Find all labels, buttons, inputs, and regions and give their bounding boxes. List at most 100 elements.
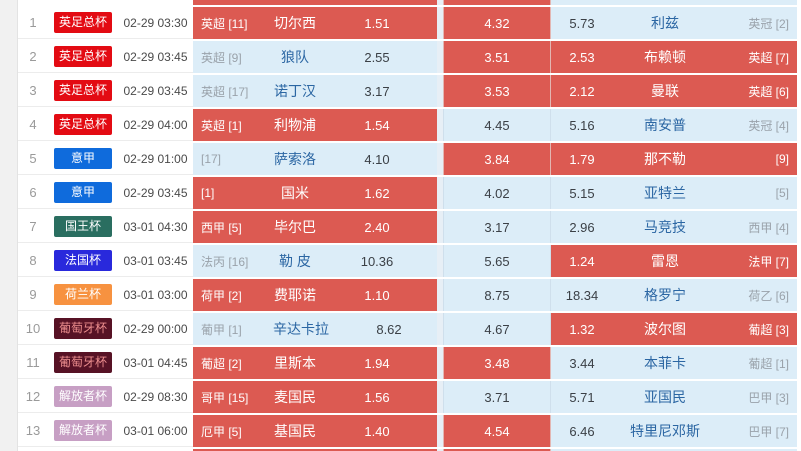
away-win-odds[interactable]: 5.16 — [569, 117, 595, 133]
away-team-name[interactable]: 亚特兰 — [644, 185, 686, 201]
away-win-odds[interactable]: 1.79 — [569, 151, 595, 167]
home-odds-cell[interactable]: 葡甲 [1] 辛达卡拉 8.62 — [193, 313, 437, 345]
home-win-odds[interactable]: 2.55 — [364, 49, 390, 65]
away-team-name[interactable]: 利兹 — [651, 15, 679, 31]
home-win-odds[interactable]: 1.56 — [364, 389, 390, 405]
league-badge[interactable]: 葡萄牙杯 — [54, 318, 112, 339]
home-win-odds[interactable]: 8.62 — [376, 321, 402, 337]
home-win-odds[interactable]: 1.10 — [364, 287, 390, 303]
home-odds-cell[interactable]: 英超 [11] 切尔西 1.51 — [193, 7, 437, 39]
home-odds-cell[interactable]: 英超 [9] 狼队 2.55 — [193, 41, 437, 73]
home-odds-cell[interactable] — [193, 0, 437, 5]
home-team-name[interactable]: 国米 — [281, 185, 309, 201]
away-win-odds[interactable]: 5.71 — [569, 389, 595, 405]
home-team-name[interactable]: 基国民 — [274, 423, 316, 439]
away-win-odds[interactable]: 1.32 — [569, 321, 595, 337]
draw-odds-cell[interactable]: 3.71 — [443, 381, 551, 413]
home-team-name[interactable]: 萨索洛 — [274, 151, 316, 167]
home-team-name[interactable]: 诺丁汉 — [274, 83, 316, 99]
home-odds-cell[interactable]: [1] 国米 1.62 — [193, 177, 437, 209]
home-win-odds[interactable]: 1.54 — [364, 117, 390, 133]
home-odds-cell[interactable]: 荷甲 [2] 费耶诺 1.10 — [193, 279, 437, 311]
away-win-odds[interactable]: 6.46 — [569, 423, 595, 439]
draw-odds[interactable]: 3.84 — [484, 151, 510, 167]
away-odds-cell[interactable]: 6.46 特里尼邓斯 巴甲 [7] — [551, 415, 797, 447]
league-badge[interactable]: 解放者杯 — [54, 386, 112, 407]
home-odds-cell[interactable]: 英超 [1] 利物浦 1.54 — [193, 109, 437, 141]
league-badge[interactable]: 解放者杯 — [54, 420, 112, 441]
league-badge[interactable]: 国王杯 — [54, 216, 112, 237]
home-odds-cell[interactable]: [17] 萨索洛 4.10 — [193, 143, 437, 175]
away-odds-cell[interactable] — [551, 449, 797, 451]
league-badge[interactable]: 英足总杯 — [54, 80, 112, 101]
draw-odds-cell[interactable]: 5.65 — [443, 245, 551, 277]
draw-odds[interactable]: 3.53 — [484, 83, 510, 99]
away-odds-cell[interactable]: 2.53 布赖顿 英超 [7] — [551, 41, 797, 73]
draw-odds-cell[interactable] — [443, 449, 551, 451]
draw-odds[interactable]: 4.32 — [484, 15, 510, 31]
away-odds-cell[interactable]: 5.15 亚特兰 [5] — [551, 177, 797, 209]
draw-odds[interactable]: 3.48 — [484, 355, 510, 371]
away-win-odds[interactable]: 5.73 — [569, 15, 595, 31]
draw-odds-cell[interactable]: 3.53 — [443, 75, 551, 107]
away-odds-cell[interactable]: 1.24 雷恩 法甲 [7] — [551, 245, 797, 277]
home-odds-cell[interactable]: 葡超 [2] 里斯本 1.94 — [193, 347, 437, 379]
draw-odds-cell[interactable]: 3.17 — [443, 211, 551, 243]
draw-odds[interactable]: 8.75 — [484, 287, 510, 303]
away-odds-cell[interactable]: 1.79 那不勒 [9] — [551, 143, 797, 175]
away-team-name[interactable]: 亚国民 — [644, 389, 686, 405]
draw-odds-cell[interactable]: 3.51 — [443, 41, 551, 73]
home-team-name[interactable]: 辛达卡拉 — [273, 321, 329, 337]
home-win-odds[interactable]: 4.10 — [364, 151, 390, 167]
league-badge[interactable]: 荷兰杯 — [54, 284, 112, 305]
away-team-name[interactable]: 格罗宁 — [644, 287, 686, 303]
home-team-name[interactable]: 毕尔巴 — [274, 219, 316, 235]
league-badge[interactable]: 英足总杯 — [54, 46, 112, 67]
home-win-odds[interactable]: 1.40 — [364, 423, 390, 439]
away-team-name[interactable]: 本菲卡 — [644, 355, 686, 371]
home-odds-cell[interactable]: 厄甲 [5] 基国民 1.40 — [193, 415, 437, 447]
draw-odds-cell[interactable]: 4.02 — [443, 177, 551, 209]
away-team-name[interactable]: 曼联 — [651, 83, 679, 99]
away-odds-cell[interactable]: 2.96 马竞技 西甲 [4] — [551, 211, 797, 243]
away-win-odds[interactable]: 18.34 — [565, 287, 599, 303]
away-odds-cell[interactable]: 18.34 格罗宁 荷乙 [6] — [551, 279, 797, 311]
away-odds-cell[interactable]: 3.44 本菲卡 葡超 [1] — [551, 347, 797, 379]
home-win-odds[interactable]: 1.51 — [364, 15, 390, 31]
home-team-name[interactable]: 费耶诺 — [274, 287, 316, 303]
home-odds-cell[interactable] — [193, 449, 437, 451]
draw-odds-cell[interactable]: 3.48 — [443, 347, 551, 379]
draw-odds-cell[interactable]: 4.54 — [443, 415, 551, 447]
draw-odds[interactable]: 3.71 — [484, 389, 510, 405]
home-odds-cell[interactable]: 法丙 [16] 勒 皮 10.36 — [193, 245, 437, 277]
home-team-name[interactable]: 狼队 — [281, 49, 309, 65]
away-odds-cell[interactable]: 5.16 南安普 英冠 [4] — [551, 109, 797, 141]
home-team-name[interactable]: 切尔西 — [274, 15, 316, 31]
draw-odds[interactable]: 3.51 — [484, 49, 510, 65]
home-team-name[interactable]: 勒 皮 — [279, 253, 311, 269]
home-odds-cell[interactable]: 英超 [17] 诺丁汉 3.17 — [193, 75, 437, 107]
draw-odds[interactable]: 4.02 — [484, 185, 510, 201]
home-odds-cell[interactable]: 哥甲 [15] 麦国民 1.56 — [193, 381, 437, 413]
league-badge[interactable]: 意甲 — [54, 182, 112, 203]
league-badge[interactable]: 英足总杯 — [54, 114, 112, 135]
draw-odds-cell[interactable]: 4.45 — [443, 109, 551, 141]
home-win-odds[interactable]: 1.62 — [364, 185, 390, 201]
home-odds-cell[interactable]: 西甲 [5] 毕尔巴 2.40 — [193, 211, 437, 243]
home-team-name[interactable]: 麦国民 — [274, 389, 316, 405]
home-win-odds[interactable]: 2.40 — [364, 219, 390, 235]
away-team-name[interactable]: 布赖顿 — [644, 49, 686, 65]
away-odds-cell[interactable]: 5.71 亚国民 巴甲 [3] — [551, 381, 797, 413]
away-win-odds[interactable]: 1.24 — [569, 253, 595, 269]
away-win-odds[interactable]: 2.53 — [569, 49, 595, 65]
away-team-name[interactable]: 波尔图 — [644, 321, 686, 337]
away-odds-cell[interactable]: 5.73 利兹 英冠 [2] — [551, 7, 797, 39]
away-team-name[interactable]: 马竞技 — [644, 219, 686, 235]
away-odds-cell[interactable]: 2.12 曼联 英超 [6] — [551, 75, 797, 107]
away-team-name[interactable]: 那不勒 — [644, 151, 686, 167]
league-badge[interactable]: 意甲 — [54, 148, 112, 169]
draw-odds[interactable]: 4.54 — [484, 423, 510, 439]
away-win-odds[interactable]: 3.44 — [569, 355, 595, 371]
league-badge[interactable]: 法国杯 — [54, 250, 112, 271]
away-team-name[interactable]: 特里尼邓斯 — [630, 423, 700, 439]
